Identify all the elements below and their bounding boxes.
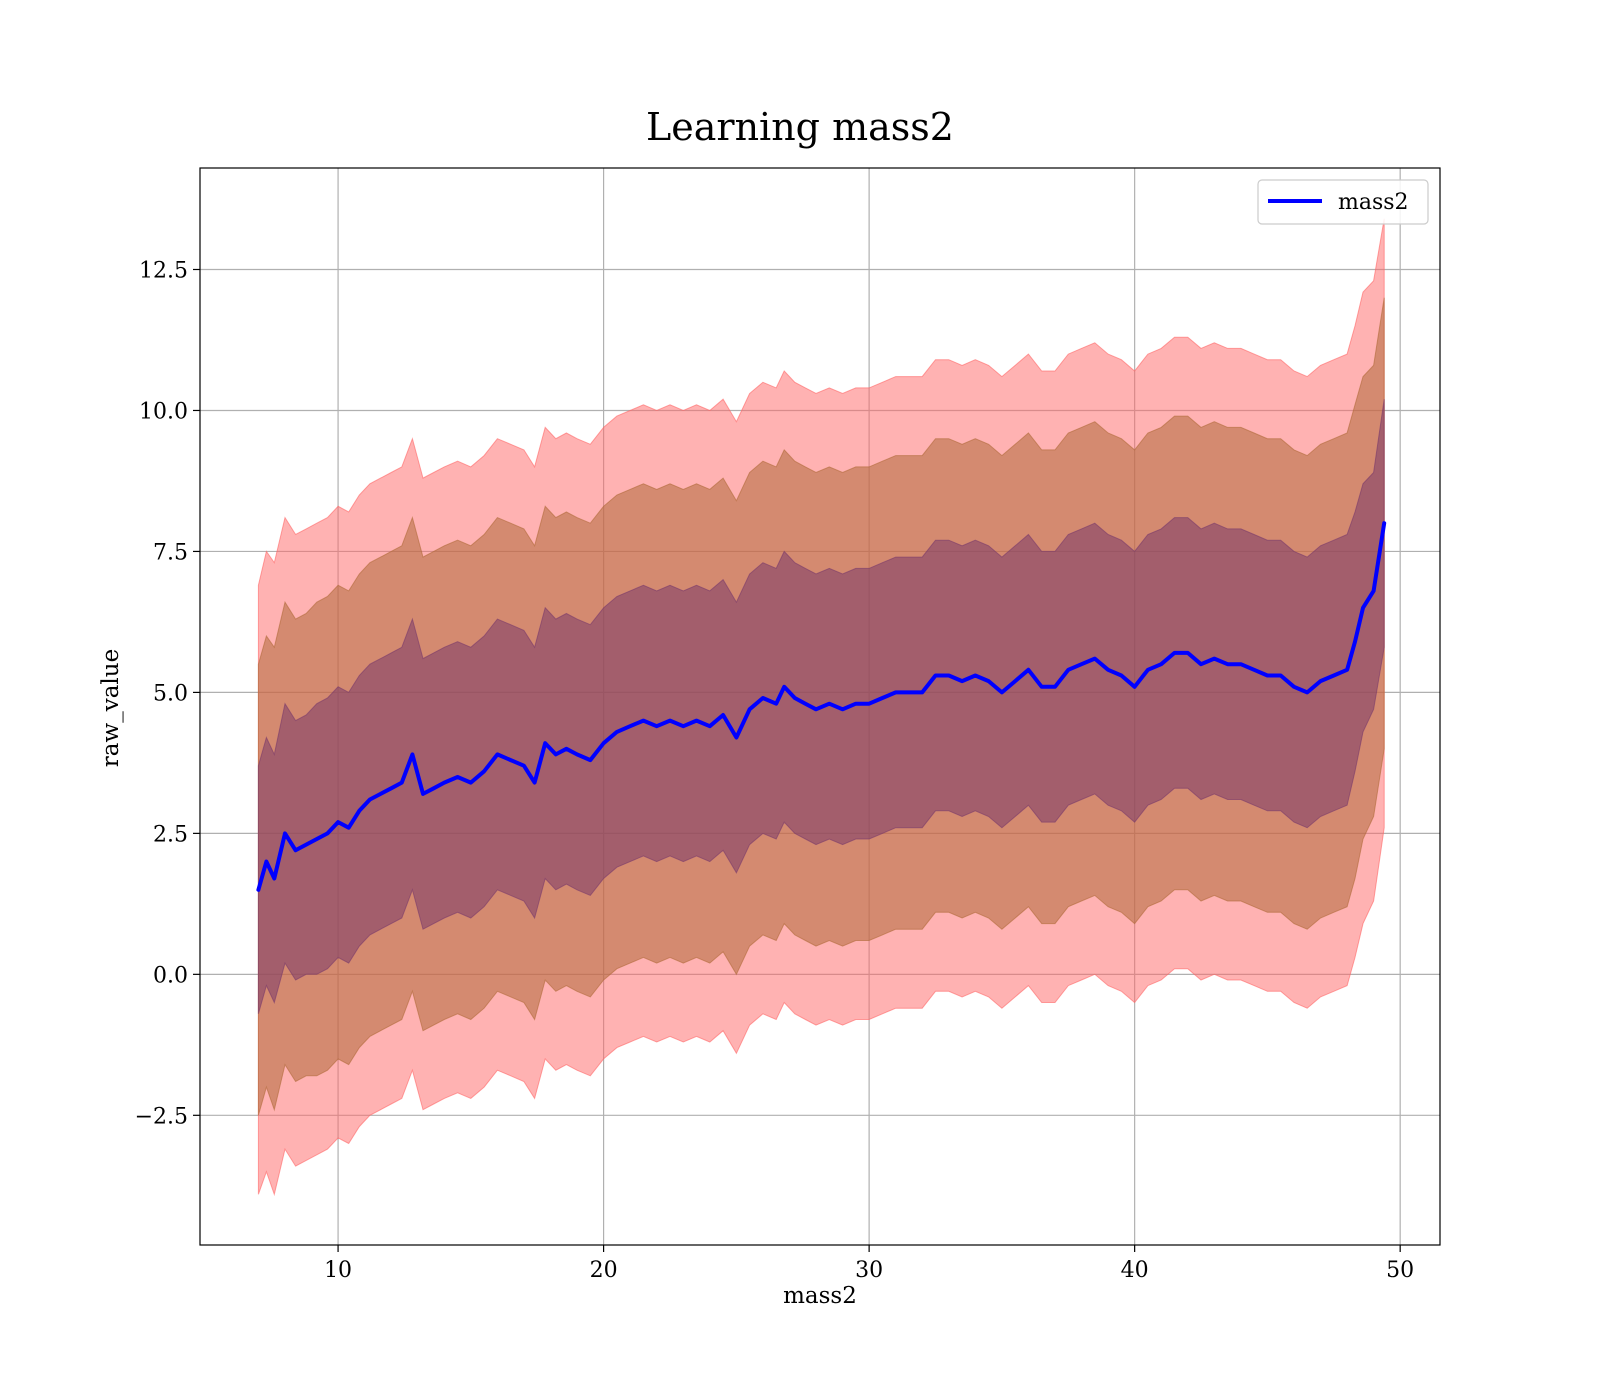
legend-entry-label: mass2 [1338,190,1409,215]
y-tick-label: 2.5 [153,822,188,847]
x-axis-label: mass2 [783,1283,857,1309]
legend: mass2 [1257,179,1429,225]
y-tick-label: 5.0 [153,681,188,706]
x-tick-label: 20 [590,1258,618,1283]
y-tick-label: 10.0 [139,399,188,424]
y-tick-label: 0.0 [153,963,188,988]
x-axis-ticks: 10 20 30 40 50 [324,1245,1414,1283]
x-tick-label: 50 [1386,1258,1414,1283]
legend-frame [1257,179,1429,225]
y-tick-label: 7.5 [153,540,188,565]
plot-area-frame [199,167,1441,1246]
chart-title: Learning mass2 [646,105,954,149]
y-axis-label: raw_value [98,649,124,767]
x-tick-label: 10 [324,1258,352,1283]
x-tick-label: 40 [1121,1258,1149,1283]
series-line-mass2 [256,521,1387,892]
y-tick-label: 12.5 [139,258,188,283]
x-tick-label: 30 [855,1258,883,1283]
y-axis-ticks: −2.5 0.0 2.5 5.0 7.5 10.0 12.5 [135,258,200,1129]
y-tick-label: −2.5 [135,1104,188,1129]
series-lines [256,521,1387,892]
